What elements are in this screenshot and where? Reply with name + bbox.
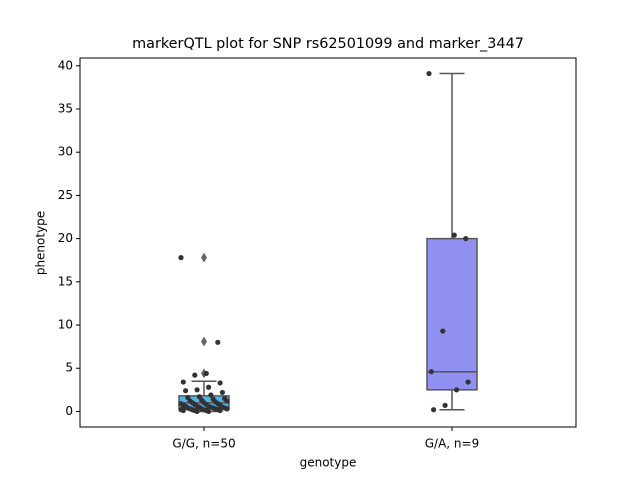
outlier (201, 336, 207, 347)
y-axis-label: phenotype (34, 211, 48, 275)
strip-point (178, 255, 184, 261)
strip-point (217, 380, 223, 386)
strip-point (454, 387, 460, 393)
strip-point (463, 236, 469, 242)
strip-point (426, 70, 432, 77)
x-axis-label: genotype (300, 456, 357, 470)
y-tick-label: 0 (65, 404, 73, 418)
strip-point (451, 232, 457, 238)
chart-title: markerQTL plot for SNP rs62501099 and ma… (132, 36, 524, 52)
y-tick-label: 10 (58, 318, 73, 332)
outlier (201, 252, 207, 263)
box (426, 237, 478, 391)
strip-point (192, 372, 198, 378)
strip-point (180, 379, 186, 385)
strip-point (217, 407, 223, 414)
strip-point (224, 398, 230, 404)
strip-point (194, 408, 200, 415)
strip-point (208, 392, 214, 398)
strip-point (180, 407, 186, 414)
y-tick-label: 40 (58, 58, 73, 72)
strip-point (465, 379, 471, 385)
strip-point (224, 406, 230, 412)
strip-point (183, 388, 189, 394)
strip-point (215, 339, 221, 345)
y-tick-label: 20 (58, 231, 73, 245)
y-tick-label: 15 (58, 274, 73, 288)
strip-point (203, 370, 209, 377)
strip-point (194, 387, 200, 393)
x-tick-label: G/A, n=9 (425, 437, 479, 451)
strip-point (428, 369, 434, 375)
x-tick-label: G/G, n=50 (172, 437, 235, 451)
strip-point (431, 407, 437, 413)
strip-point (206, 408, 212, 415)
strip-point (440, 328, 446, 334)
y-tick-label: 25 (58, 188, 73, 202)
y-tick-label: 5 (65, 361, 73, 375)
axes-frame (79, 57, 577, 428)
strip-point (219, 389, 225, 396)
strip-point (442, 402, 448, 408)
y-tick-label: 35 (58, 101, 73, 115)
y-tick-label: 30 (58, 145, 73, 159)
strip-point (206, 384, 212, 390)
plot-area (178, 70, 478, 415)
